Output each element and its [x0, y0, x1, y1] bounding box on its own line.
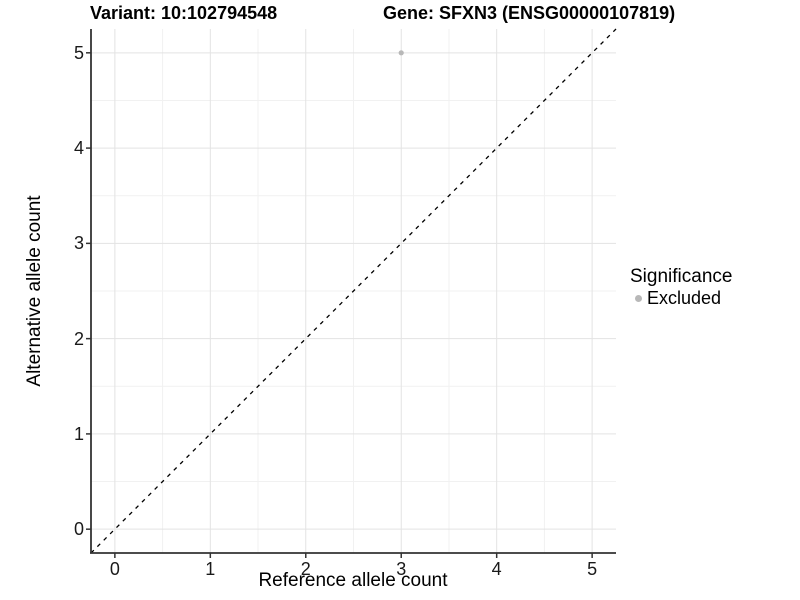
legend-item-label: Excluded: [647, 287, 722, 308]
legend-items: Excluded: [630, 288, 732, 308]
legend-key: [630, 294, 647, 302]
y-tick-label: 3: [73, 233, 84, 254]
plot-title-variant: Variant: 10:102794548: [90, 3, 278, 23]
y-tick-label: 4: [73, 138, 84, 159]
legend: Significance Excluded: [630, 265, 732, 308]
x-tick-label: 3: [396, 559, 407, 579]
y-axis-title: Alternative allele count: [24, 195, 45, 387]
x-tick-label: 0: [109, 559, 120, 579]
x-tick-label: 4: [491, 559, 502, 579]
x-tick-label: 5: [587, 559, 598, 579]
x-tick-label: 1: [205, 559, 216, 579]
y-tick-label: 0: [73, 519, 84, 540]
identity-line: [90, 28, 617, 554]
x-axis-title: Reference allele count: [258, 570, 448, 591]
plot-title-gene: Gene: SFXN3 (ENSG00000107819): [383, 3, 676, 23]
y-tick-label: 1: [73, 423, 84, 444]
legend-item-excluded: Excluded: [630, 288, 732, 308]
x-tick-label: 2: [300, 559, 311, 579]
legend-marker-icon: [635, 294, 642, 302]
legend-title: Significance: [630, 266, 733, 287]
y-tick-label: 5: [73, 42, 84, 63]
y-tick-label: 2: [73, 328, 84, 349]
data-point: [398, 50, 404, 56]
